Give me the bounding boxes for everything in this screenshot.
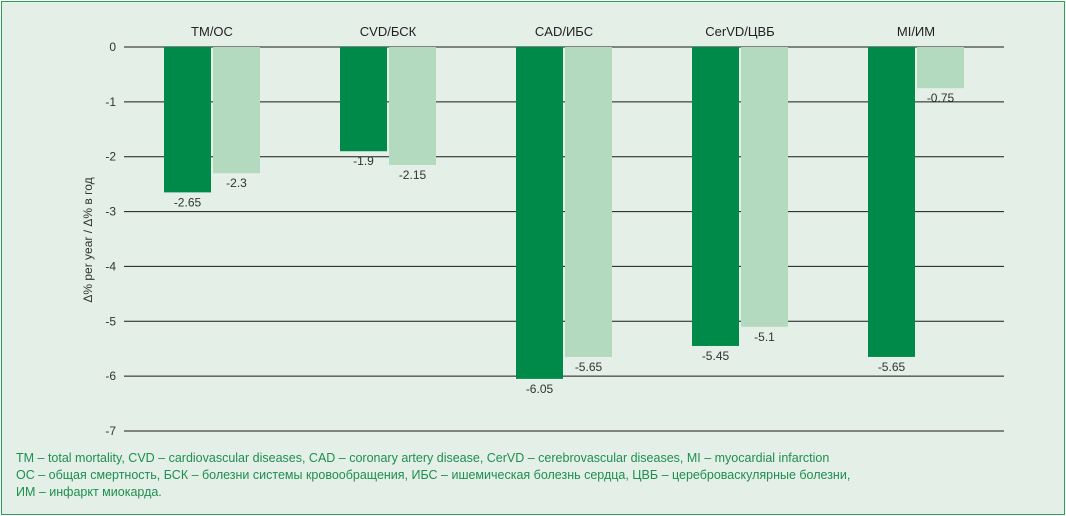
value-label: -2.15 — [399, 168, 427, 182]
value-label: -5.65 — [878, 360, 906, 374]
footnote-line-ru-cont: ИМ – инфаркт миокарда. — [16, 485, 162, 499]
bar — [741, 47, 788, 327]
value-label: -2.65 — [174, 195, 202, 209]
value-label: -0.75 — [927, 91, 955, 105]
category-label: TM/OC — [191, 24, 233, 39]
y-tick-label: -7 — [105, 424, 116, 438]
bar — [565, 47, 612, 357]
value-label: -6.05 — [526, 382, 554, 396]
y-tick-label: -4 — [105, 259, 116, 273]
grid-lines — [124, 46, 1004, 432]
bar — [868, 47, 915, 357]
value-label: -5.1 — [754, 330, 775, 344]
bar — [164, 47, 211, 193]
bar — [389, 47, 436, 165]
category-label: CerVD/ЦВБ — [705, 24, 774, 39]
bar — [516, 47, 563, 379]
bar — [917, 47, 964, 89]
category-label: CVD/БСК — [360, 24, 417, 39]
labels: 0 -1 -2 -3 -4 -5 -6 -7 TM/OC -2.65 -2.3 CVD/БСК -1.9… — [105, 24, 954, 438]
bar — [692, 47, 739, 346]
y-tick-label: -2 — [105, 150, 116, 164]
footnote: TM – total mortality, CVD – cardiovascul… — [16, 450, 1046, 501]
y-tick-label: -3 — [105, 205, 116, 219]
bar — [213, 47, 260, 174]
bars — [164, 47, 964, 379]
y-tick-label: -6 — [105, 369, 116, 383]
value-label: -5.65 — [575, 360, 603, 374]
y-tick-label: -5 — [105, 314, 116, 328]
category-label: MI/ИМ — [897, 24, 935, 39]
footnote-line-en: TM – total mortality, CVD – cardiovascul… — [16, 451, 830, 465]
y-axis-title: Δ% per year / Δ% в год — [81, 177, 95, 302]
category-label: CAD/ИБС — [535, 24, 593, 39]
value-label: -1.9 — [353, 154, 374, 168]
value-label: -5.45 — [702, 349, 730, 363]
footnote-line-ru: ОС – общая смертность, БСК – болезни сис… — [16, 468, 851, 482]
value-label: -2.3 — [226, 176, 247, 190]
y-tick-label: -1 — [105, 95, 116, 109]
bar — [340, 47, 387, 152]
y-tick-label: 0 — [109, 40, 116, 54]
